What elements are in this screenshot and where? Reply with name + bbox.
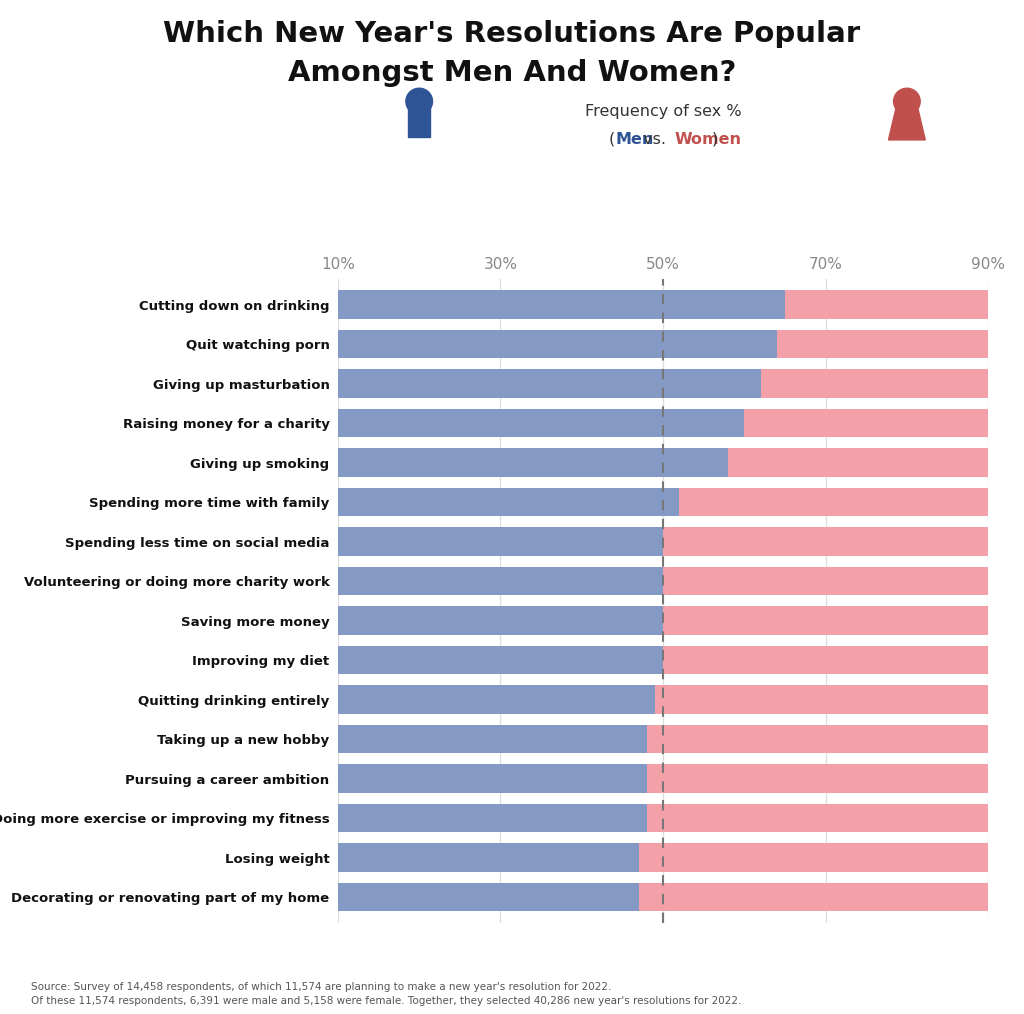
Bar [338, 646, 664, 674]
Bar [761, 369, 988, 397]
Bar [338, 883, 639, 912]
Text: Source: Survey of 14,458 respondents, of which 11,574 are planning to make a new: Source: Survey of 14,458 respondents, of… [31, 982, 611, 992]
Bar [664, 646, 988, 674]
Text: Frequency of sex %: Frequency of sex % [586, 104, 741, 120]
Bar [664, 567, 988, 595]
Bar [338, 488, 679, 516]
Bar [647, 725, 988, 753]
Text: ): ) [712, 132, 718, 147]
Bar [338, 725, 647, 753]
Bar [338, 369, 761, 397]
Text: (: ( [608, 132, 614, 147]
Bar [338, 527, 664, 556]
Bar [338, 330, 777, 358]
Text: Which New Year's Resolutions Are Popular: Which New Year's Resolutions Are Popular [164, 20, 860, 49]
Bar [338, 765, 647, 793]
Bar [728, 448, 988, 477]
Text: Men: Men [615, 132, 654, 147]
Bar [338, 804, 647, 832]
Bar [338, 844, 639, 872]
Text: Women: Women [675, 132, 741, 147]
Bar [338, 606, 664, 635]
Text: Amongst Men And Women?: Amongst Men And Women? [288, 59, 736, 87]
Bar [338, 567, 664, 595]
Bar [639, 844, 988, 872]
Bar [664, 527, 988, 556]
Bar [338, 448, 728, 477]
Bar [655, 685, 988, 714]
Text: vs.: vs. [638, 132, 671, 147]
Bar [679, 488, 988, 516]
Bar [338, 409, 744, 437]
Text: Of these 11,574 respondents, 6,391 were male and 5,158 were female. Together, th: Of these 11,574 respondents, 6,391 were … [31, 996, 741, 1006]
Bar [777, 330, 988, 358]
Bar [744, 409, 988, 437]
Bar [647, 765, 988, 793]
Bar [664, 606, 988, 635]
Bar [647, 804, 988, 832]
Bar [338, 290, 785, 318]
Bar [338, 685, 655, 714]
Bar [639, 883, 988, 912]
Bar [785, 290, 988, 318]
